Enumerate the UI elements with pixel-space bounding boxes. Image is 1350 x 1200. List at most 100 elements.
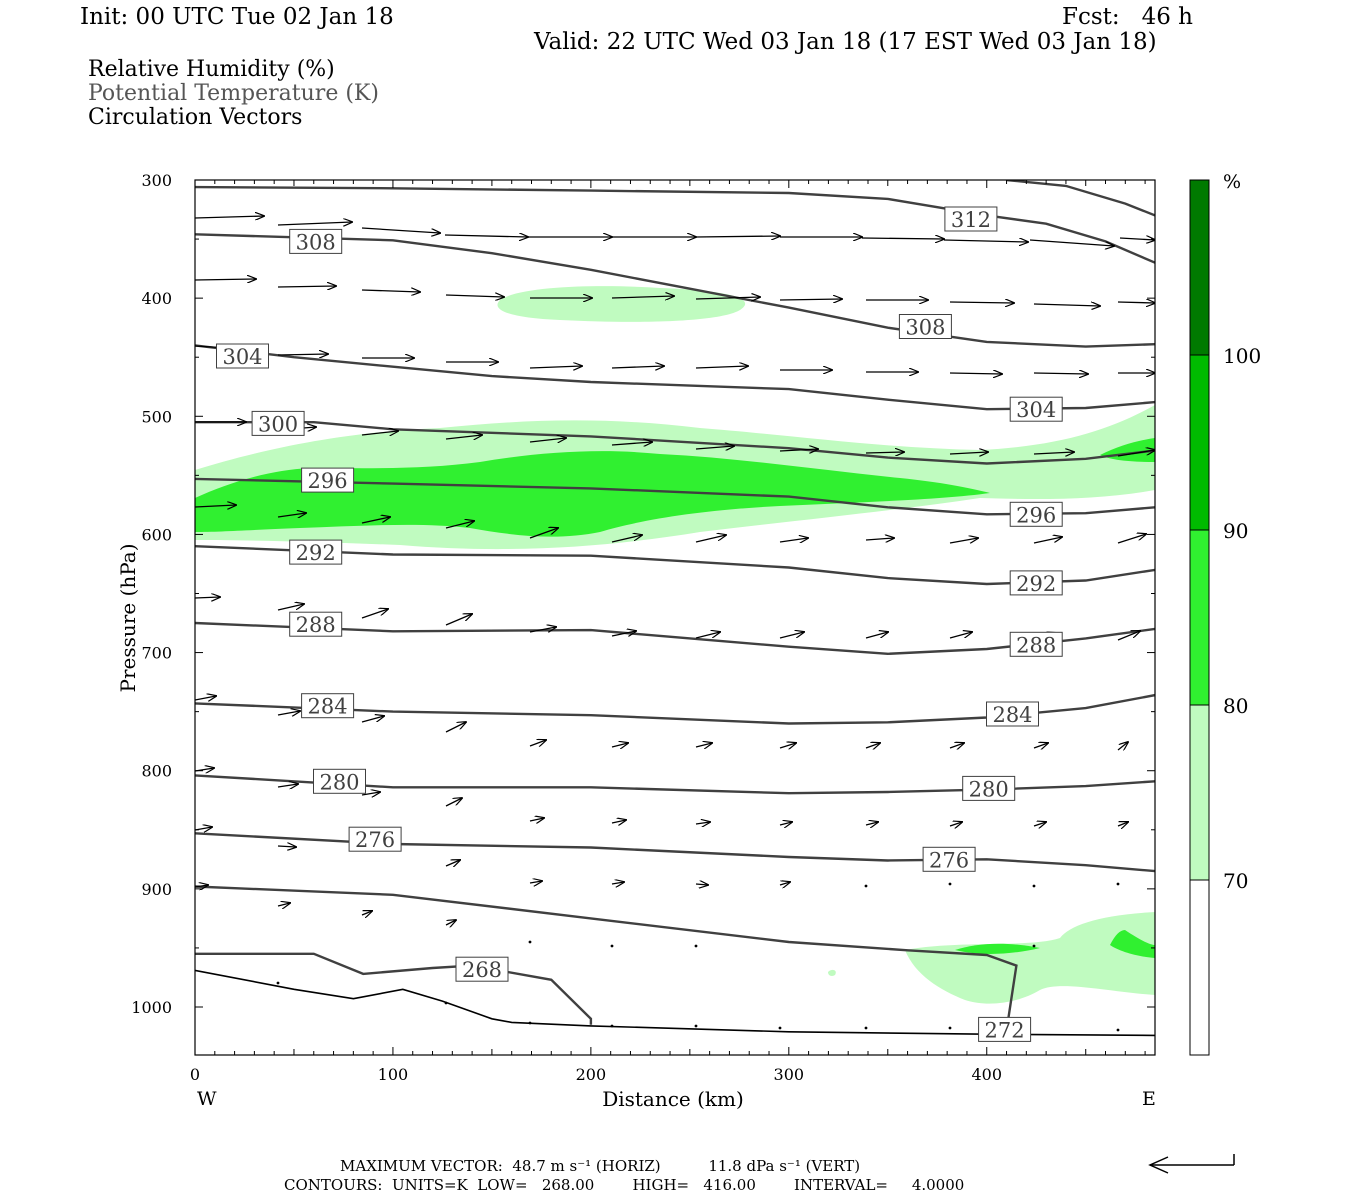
contour-label-box [962, 775, 1016, 801]
contour-label-box [313, 768, 366, 794]
terrain-line [195, 969, 1155, 1037]
colorbar-label-80: 80 [1223, 694, 1248, 718]
contour-label-box [301, 693, 355, 719]
vector-arrow [865, 632, 888, 639]
contour-label-292: 292 [296, 541, 336, 565]
rh-80-lower-right [1110, 930, 1155, 958]
vector-arrow [361, 792, 380, 795]
theta-contour-268 [195, 952, 593, 1025]
contour-label-276: 276 [929, 848, 969, 872]
vector-dot [694, 1024, 698, 1028]
contour-label-304: 304 [1016, 398, 1056, 422]
contour-label-box [251, 410, 305, 436]
colorbar-80 [1189, 529, 1210, 706]
y-tick-label-400: 400 [141, 289, 172, 308]
contour-label-288: 288 [296, 613, 336, 637]
vector-arrow [361, 227, 440, 233]
contour-label-box [1009, 631, 1063, 657]
contour-label-296: 296 [308, 469, 348, 493]
vector-arrow [1033, 822, 1046, 826]
contour-label-box [1009, 396, 1063, 422]
vector-arrow [779, 449, 818, 451]
vector-arrow [779, 882, 790, 885]
y-tick-label-900: 900 [141, 880, 172, 899]
contour-label-280: 280 [969, 777, 1009, 801]
contour-label-box [1009, 570, 1063, 596]
vector-arrow [445, 435, 482, 439]
x-axis-label: Distance (km) [602, 1087, 744, 1111]
vector-arrow [361, 911, 372, 915]
contour-label-288: 288 [1016, 633, 1056, 657]
contour-label-304: 304 [222, 345, 262, 369]
theta-contour-300 [195, 421, 1155, 465]
vector-arrow [529, 740, 546, 746]
vector-arrow [277, 903, 290, 906]
vector-arrow [865, 452, 904, 453]
contour-label-308: 308 [905, 316, 945, 340]
rh-80-lower-left [955, 943, 1040, 954]
contour-label-292: 292 [1016, 572, 1056, 596]
contour-label-box [455, 956, 509, 982]
vector-arrow [445, 521, 474, 529]
vector-arrow [361, 431, 398, 435]
reference-vector-head [1148, 1156, 1169, 1174]
footer-contours-info: CONTOURS: UNITS=K LOW= 268.00 HIGH= 416.… [284, 1176, 965, 1194]
vector-arrow [195, 216, 264, 218]
y-tick-label-300: 300 [141, 171, 172, 190]
colorbar-label-70: 70 [1223, 869, 1248, 893]
vector-arrow [529, 818, 544, 821]
vector-arrow [1033, 452, 1074, 454]
x-tick-label-400: 400 [971, 1065, 1002, 1084]
theta-contours [195, 180, 1155, 1031]
vector-dot [948, 882, 952, 886]
vector-arrow [195, 279, 256, 280]
vector-arrow [695, 446, 734, 449]
vector-arrow [611, 296, 674, 298]
vector-arrow [949, 538, 978, 544]
contour-label-276: 276 [355, 828, 395, 852]
rh-70-lower-west [905, 912, 1155, 1004]
vector-arrow [611, 631, 636, 636]
vector-arrow [529, 366, 582, 368]
vector-arrow [611, 366, 664, 368]
ground-line [195, 969, 1155, 1037]
contour-label-box [944, 206, 998, 232]
vector-arrow [277, 784, 298, 787]
vector-arrow [1117, 302, 1155, 303]
vector-arrow [277, 846, 296, 847]
vector-arrow [445, 860, 460, 866]
colorbar-label-100: 100 [1223, 344, 1261, 368]
vector-arrow [1117, 631, 1140, 641]
vector-arrow [611, 820, 626, 823]
vector-arrow [949, 452, 988, 454]
vector-dot [864, 1026, 868, 1030]
vector-arrow [611, 743, 628, 747]
colorbar-70 [1189, 704, 1210, 881]
contour-label-268: 268 [462, 958, 502, 982]
vector-arrow [695, 236, 780, 237]
contour-label-284: 284 [992, 703, 1032, 727]
y-axis-label: Pressure (hPa) [116, 544, 140, 693]
y-tick-label-800: 800 [141, 762, 172, 781]
vector-dots [276, 882, 1120, 1032]
y-tick-label-500: 500 [141, 407, 172, 426]
vector-arrow [444, 235, 528, 237]
vector-arrow [865, 743, 880, 748]
title-circulation-vectors: Circulation Vectors [88, 105, 303, 130]
vector-arrow [361, 517, 390, 524]
rh-70-spot [828, 969, 836, 976]
vector-dot [778, 1026, 782, 1030]
vector-dot [444, 1001, 448, 1005]
vector-arrow [529, 627, 556, 633]
vector-arrow [1033, 373, 1088, 374]
x-tick-label-0: 0 [190, 1065, 200, 1084]
x-tick-label-200: 200 [576, 1065, 607, 1084]
theta-contour-292 [195, 545, 1155, 586]
vector-arrow [695, 822, 710, 824]
vector-dot [1032, 884, 1036, 888]
init-time: Init: 00 UTC Tue 02 Jan 18 [80, 4, 394, 30]
reference-vector-icon [1148, 1154, 1235, 1174]
contour-label-box [289, 228, 343, 254]
x-axis-west-label: W [197, 1088, 217, 1110]
vector-arrow [1117, 742, 1128, 750]
